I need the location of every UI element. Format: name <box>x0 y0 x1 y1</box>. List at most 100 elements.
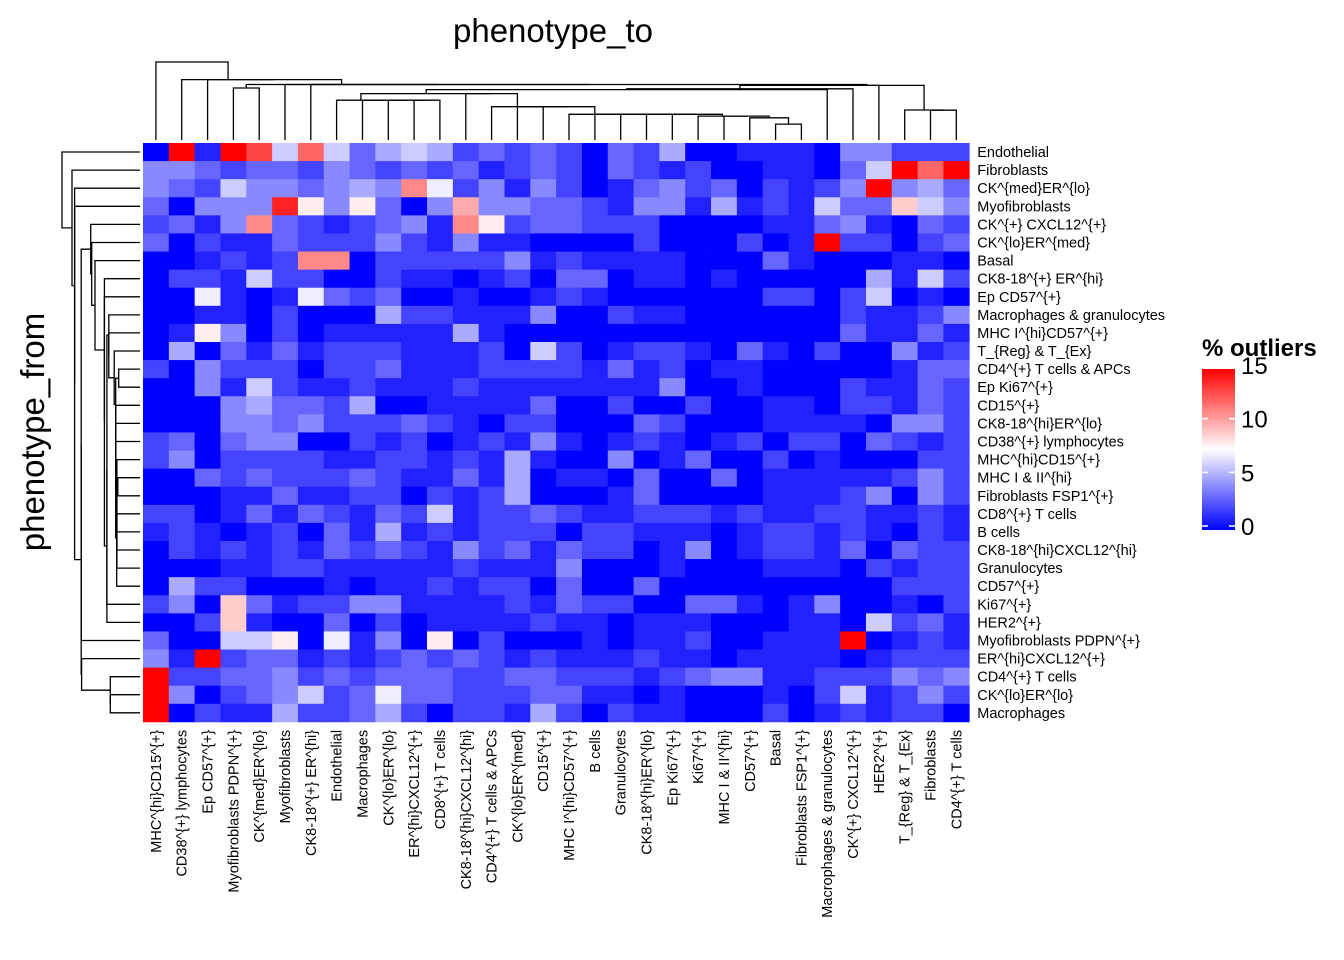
heatmap-cell <box>349 631 376 650</box>
row-label: CD4^{+} T cells & APCs <box>977 362 1130 378</box>
heatmap-cell <box>762 323 789 343</box>
heatmap-cell <box>736 595 764 614</box>
heatmap-cell <box>504 233 531 252</box>
heatmap-cell <box>349 143 376 162</box>
heatmap-cell <box>633 667 660 687</box>
heatmap-cell <box>581 540 609 560</box>
heatmap-cell <box>840 595 867 614</box>
heatmap-cell <box>168 649 196 669</box>
heatmap-cell <box>865 504 893 524</box>
heatmap-cell <box>685 161 712 180</box>
heatmap-cell <box>685 305 712 325</box>
heatmap-cell <box>762 269 789 289</box>
heatmap-cell <box>917 233 944 252</box>
heatmap-cell <box>581 341 609 361</box>
heatmap-cell <box>607 143 634 162</box>
heatmap-cell <box>246 703 273 723</box>
heatmap-cell <box>168 269 196 289</box>
heatmap-cell <box>685 540 712 560</box>
heatmap-cell <box>736 667 764 687</box>
heatmap-cell <box>323 179 350 198</box>
heatmap-cell <box>788 197 815 216</box>
row-label: Ep CD57^{+} <box>977 290 1061 306</box>
heatmap-cell <box>865 432 893 451</box>
heatmap-cell <box>504 468 531 488</box>
heatmap-cell <box>220 486 247 506</box>
heatmap-cell <box>168 595 196 614</box>
heatmap-cell <box>478 323 505 343</box>
heatmap-cell <box>581 432 609 451</box>
heatmap-cell <box>711 197 738 216</box>
heatmap-cell <box>633 341 660 361</box>
heatmap-cell <box>504 685 531 705</box>
heatmap-cell <box>246 667 273 687</box>
column-label: CK8-18^{+} ER^{hi} <box>304 730 320 856</box>
heatmap-cell <box>659 305 686 325</box>
heatmap-cell <box>607 504 634 524</box>
heatmap-cell <box>943 685 970 705</box>
column-label: Granulocytes <box>614 730 630 815</box>
heatmap-cell <box>711 341 738 361</box>
heatmap-cell <box>401 396 428 415</box>
heatmap-cell <box>452 450 480 470</box>
heatmap-cell <box>323 450 350 470</box>
heatmap-cell <box>556 486 583 506</box>
heatmap-cell <box>659 486 686 506</box>
heatmap-cell <box>840 305 867 325</box>
heatmap-cell <box>943 143 970 162</box>
heatmap-cell <box>427 613 454 632</box>
heatmap-cell <box>736 703 764 723</box>
heatmap-cell <box>194 341 221 361</box>
heatmap-cell <box>168 613 196 632</box>
heatmap-cell <box>659 414 686 433</box>
heatmap-cell <box>530 631 557 650</box>
heatmap-cell <box>659 396 686 415</box>
heatmap-cell <box>401 305 428 325</box>
heatmap-cell <box>375 649 402 669</box>
heatmap-cell <box>762 595 789 614</box>
column-label: CD38^{+} lymphocytes <box>175 730 191 877</box>
heatmap-cell <box>504 360 531 379</box>
heatmap-cell <box>504 414 531 433</box>
heatmap-cell <box>736 631 764 650</box>
heatmap-cell <box>711 432 738 451</box>
heatmap-cell <box>556 251 583 271</box>
heatmap-cell <box>891 305 918 325</box>
heatmap-cell <box>607 559 634 578</box>
heatmap-cell <box>427 251 454 271</box>
heatmap-cell <box>762 685 789 705</box>
heatmap-cell <box>504 649 531 669</box>
heatmap-cell <box>736 504 764 524</box>
dendrogram-branch <box>80 248 140 642</box>
heatmap-cell <box>220 215 247 234</box>
dendrogram-branch <box>103 278 140 422</box>
heatmap-cell <box>349 522 376 542</box>
heatmap-cell <box>272 685 299 705</box>
heatmap-cell <box>736 305 764 325</box>
heatmap-cell <box>762 143 789 162</box>
heatmap-cell <box>633 504 660 524</box>
heatmap-cell <box>943 378 970 397</box>
heatmap-cell <box>401 703 428 723</box>
heatmap-cell <box>788 305 815 325</box>
heatmap-cell <box>685 360 712 379</box>
heatmap-cell <box>246 577 273 596</box>
heatmap-cell <box>401 468 428 488</box>
heatmap-cell <box>220 287 247 307</box>
heatmap-cell <box>194 613 221 632</box>
heatmap-cell <box>143 323 170 343</box>
heatmap-cell <box>711 649 738 669</box>
heatmap-cell <box>220 522 247 542</box>
heatmap-cell <box>323 703 350 723</box>
heatmap-cell <box>452 613 480 632</box>
heatmap-cell <box>246 468 273 488</box>
heatmap-cell <box>659 269 686 289</box>
heatmap-cell <box>220 197 247 216</box>
column-label: CD15^{+} <box>536 730 552 792</box>
heatmap-cell <box>504 522 531 542</box>
heatmap-cell <box>452 378 480 397</box>
dendrogram-branch <box>73 187 140 383</box>
heatmap-cell <box>478 251 505 271</box>
heatmap-cell <box>323 360 350 379</box>
heatmap-cell <box>607 323 634 343</box>
